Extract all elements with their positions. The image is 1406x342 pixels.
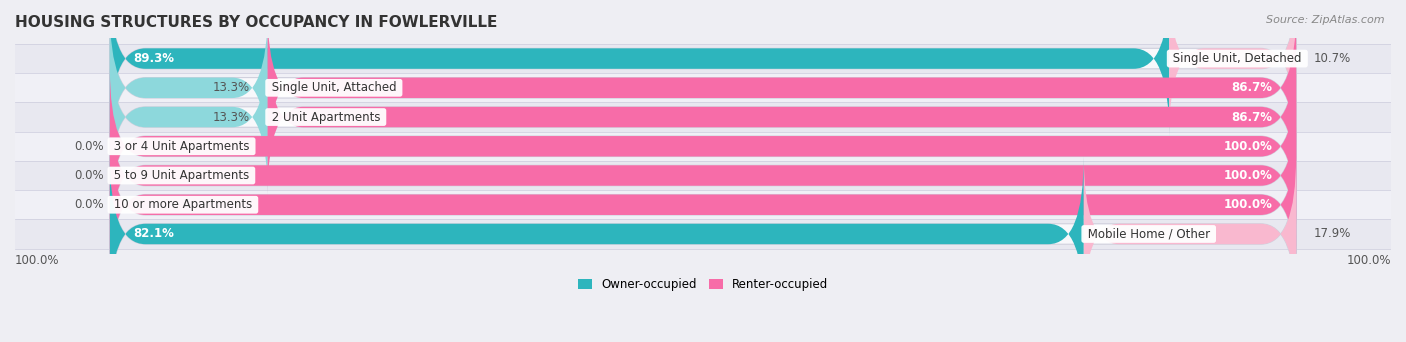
Text: 0.0%: 0.0% xyxy=(75,169,104,182)
FancyBboxPatch shape xyxy=(110,0,1170,136)
FancyBboxPatch shape xyxy=(267,40,1296,195)
FancyBboxPatch shape xyxy=(110,69,1296,224)
Text: Mobile Home / Other: Mobile Home / Other xyxy=(1084,227,1213,240)
Text: 0.0%: 0.0% xyxy=(75,198,104,211)
Text: Single Unit, Detached: Single Unit, Detached xyxy=(1170,52,1305,65)
Bar xyxy=(15,132,1391,161)
Bar xyxy=(15,190,1391,219)
FancyBboxPatch shape xyxy=(267,10,1296,165)
Text: 86.7%: 86.7% xyxy=(1232,110,1272,123)
Bar xyxy=(15,161,1391,190)
FancyBboxPatch shape xyxy=(110,0,1296,136)
Text: 86.7%: 86.7% xyxy=(1232,81,1272,94)
FancyBboxPatch shape xyxy=(110,127,1296,282)
Bar xyxy=(15,219,1391,249)
FancyBboxPatch shape xyxy=(1084,157,1296,312)
Text: 100.0%: 100.0% xyxy=(1223,140,1272,153)
Text: 13.3%: 13.3% xyxy=(212,81,250,94)
Text: 100.0%: 100.0% xyxy=(1223,198,1272,211)
Text: 82.1%: 82.1% xyxy=(134,227,174,240)
Text: 17.9%: 17.9% xyxy=(1313,227,1351,240)
Text: 10 or more Apartments: 10 or more Apartments xyxy=(110,198,256,211)
Text: 10.7%: 10.7% xyxy=(1313,52,1351,65)
FancyBboxPatch shape xyxy=(110,40,267,195)
Text: 13.3%: 13.3% xyxy=(212,110,250,123)
FancyBboxPatch shape xyxy=(110,127,1296,282)
FancyBboxPatch shape xyxy=(110,157,1084,312)
FancyBboxPatch shape xyxy=(110,10,1296,165)
Text: 5 to 9 Unit Apartments: 5 to 9 Unit Apartments xyxy=(110,169,253,182)
Bar xyxy=(15,102,1391,132)
FancyBboxPatch shape xyxy=(110,157,1296,312)
FancyBboxPatch shape xyxy=(110,40,1296,195)
FancyBboxPatch shape xyxy=(110,98,1296,253)
Text: 3 or 4 Unit Apartments: 3 or 4 Unit Apartments xyxy=(110,140,253,153)
Bar xyxy=(15,73,1391,102)
Text: 100.0%: 100.0% xyxy=(15,254,59,267)
FancyBboxPatch shape xyxy=(110,10,267,165)
FancyBboxPatch shape xyxy=(1170,0,1296,136)
Text: 100.0%: 100.0% xyxy=(1223,169,1272,182)
Bar xyxy=(15,44,1391,73)
FancyBboxPatch shape xyxy=(110,98,1296,253)
Text: 2 Unit Apartments: 2 Unit Apartments xyxy=(267,110,384,123)
Text: HOUSING STRUCTURES BY OCCUPANCY IN FOWLERVILLE: HOUSING STRUCTURES BY OCCUPANCY IN FOWLE… xyxy=(15,15,498,30)
Text: Source: ZipAtlas.com: Source: ZipAtlas.com xyxy=(1267,15,1385,25)
FancyBboxPatch shape xyxy=(110,69,1296,224)
Text: Single Unit, Attached: Single Unit, Attached xyxy=(267,81,401,94)
Text: 100.0%: 100.0% xyxy=(1347,254,1391,267)
Text: 89.3%: 89.3% xyxy=(134,52,174,65)
Text: 0.0%: 0.0% xyxy=(75,140,104,153)
Legend: Owner-occupied, Renter-occupied: Owner-occupied, Renter-occupied xyxy=(572,274,834,296)
